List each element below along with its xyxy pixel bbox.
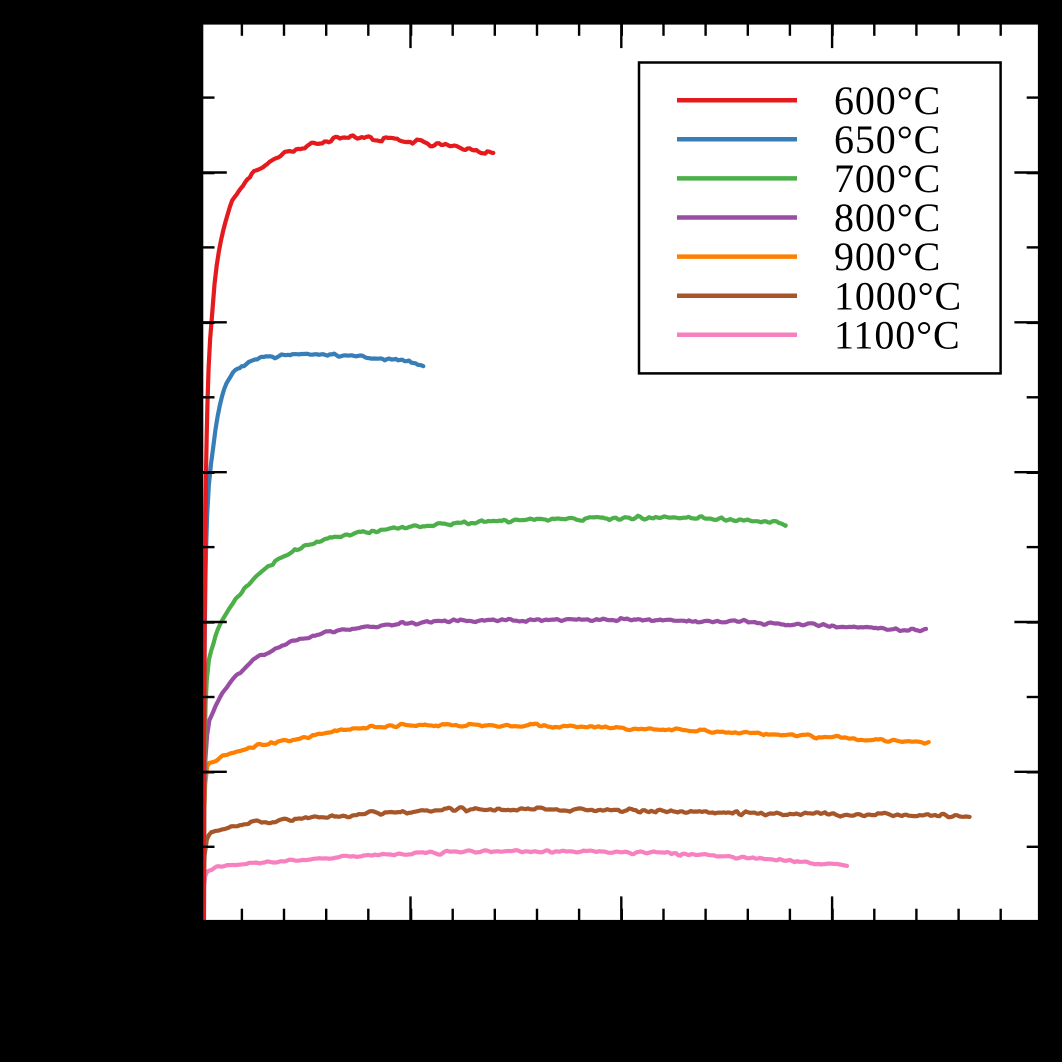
- svg-text:600°C: 600°C: [834, 78, 941, 123]
- svg-text:1100°C: 1100°C: [834, 312, 961, 357]
- svg-text:800°C: 800°C: [834, 195, 941, 240]
- svg-text:650°C: 650°C: [834, 117, 941, 162]
- svg-text:900°C: 900°C: [834, 234, 941, 279]
- svg-text:1000°C: 1000°C: [834, 273, 962, 318]
- svg-text:700°C: 700°C: [834, 156, 941, 201]
